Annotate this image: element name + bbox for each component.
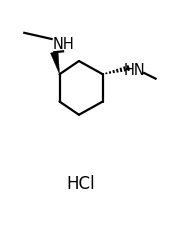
- Polygon shape: [50, 52, 60, 75]
- Text: HCl: HCl: [66, 175, 95, 193]
- Text: HN: HN: [124, 63, 145, 78]
- Text: NH: NH: [53, 37, 75, 52]
